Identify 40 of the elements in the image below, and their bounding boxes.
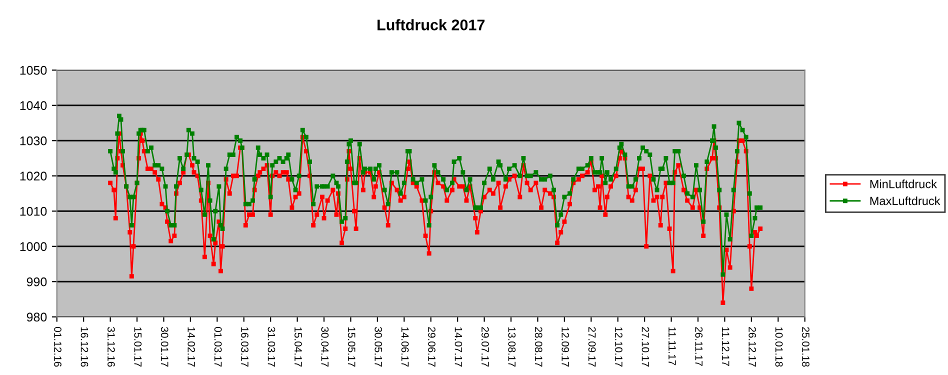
y-tick-label: 1040 bbox=[20, 101, 47, 110]
chart-title: Luftdruck 2017 bbox=[378, 19, 485, 30]
x-tick-label: 16.03.17 bbox=[241, 327, 248, 367]
x-tick-label: 10.01.18 bbox=[775, 327, 783, 367]
x-tick-label: 28.08.17 bbox=[534, 327, 542, 367]
x-tick-label: 27.09.17 bbox=[588, 327, 596, 367]
y-tick-label: 1010 bbox=[20, 206, 47, 216]
x-tick-label: 11.12.17 bbox=[722, 327, 730, 366]
x-tick-label: 11.11.17 bbox=[668, 327, 676, 366]
x-tick-label: 29.07.17 bbox=[481, 327, 489, 367]
x-tick-label: 30.05.17 bbox=[374, 326, 382, 367]
legend-label: MinLuftdruck bbox=[870, 180, 937, 188]
x-tick-label: 01.12.16 bbox=[54, 327, 62, 367]
x-tick-label: 16.12.16 bbox=[80, 327, 88, 367]
x-tick-label: 27.10.17 bbox=[642, 327, 650, 367]
x-tick-label: 31.12.16 bbox=[108, 326, 115, 367]
x-tick-label: 15.04.17 bbox=[294, 327, 302, 367]
y-tick-label: 1050 bbox=[20, 66, 47, 75]
x-tick-label: 13.08.17 bbox=[508, 327, 516, 367]
y-tick-label: 1000 bbox=[20, 242, 47, 252]
x-tick-label: 25.01.18 bbox=[802, 327, 810, 367]
legend-label: MaxLuftdruck bbox=[870, 196, 940, 206]
x-tick-label: 15.05.17 bbox=[348, 327, 356, 367]
x-tick-label: 01.03.17 bbox=[214, 327, 222, 367]
x-tick-label: 12.09.17 bbox=[562, 327, 570, 367]
x-tick-label: 14.02.17 bbox=[188, 327, 196, 367]
x-tick-label: 30.04.17 bbox=[321, 326, 329, 367]
x-tick-label: 29.06.17 bbox=[428, 327, 436, 367]
x-tick-label: 31.03.17 bbox=[268, 326, 276, 367]
x-tick-label: 15.01.17 bbox=[134, 327, 142, 367]
x-tick-label: 14.07.17 bbox=[454, 327, 462, 367]
y-tick-label: 1030 bbox=[20, 136, 47, 146]
x-tick-label: 30.01.17 bbox=[160, 326, 168, 367]
x-tick-label: 12.10.17 bbox=[615, 327, 622, 367]
x-tick-label: 14.06.17 bbox=[401, 327, 409, 367]
y-tick-label: 980 bbox=[26, 312, 47, 322]
y-tick-label: 990 bbox=[26, 277, 47, 286]
x-tick-label: 26.11.17 bbox=[695, 327, 703, 366]
x-tick-label: 26.12.17 bbox=[748, 327, 756, 367]
y-tick-label: 1020 bbox=[20, 172, 47, 181]
